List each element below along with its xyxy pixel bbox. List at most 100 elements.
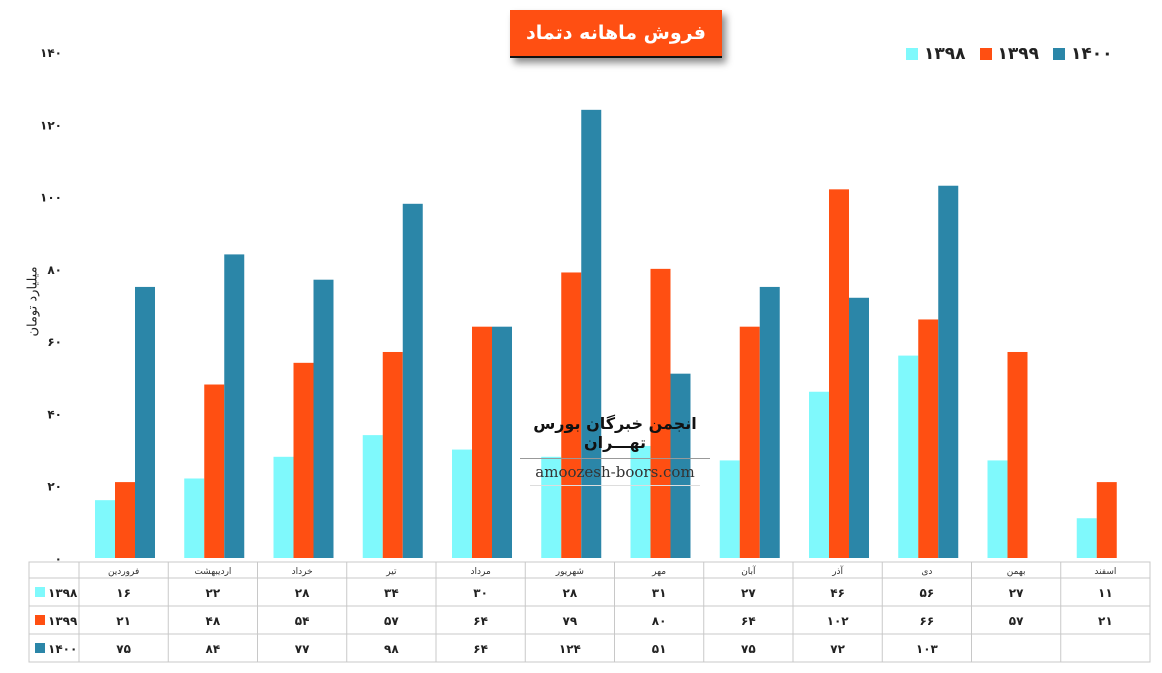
table-cell-value: ۲۲	[206, 586, 221, 600]
bar-۱۳۹۸-0	[95, 500, 115, 558]
bar-۱۳۹۸-3	[362, 435, 383, 558]
category-label: شهریور	[555, 567, 584, 577]
watermark-title: انجمن خبرگان بورس تهـــران	[533, 414, 697, 452]
table-swatch-۱۴۰۰	[35, 643, 45, 653]
table-cell-value: ۳۱	[652, 586, 667, 600]
y-tick-label: ۱۰۰	[40, 191, 62, 205]
category-label: مهر	[651, 567, 666, 577]
legend-label-1398: ۱۳۹۸	[924, 44, 966, 64]
category-label: بهمن	[1007, 567, 1026, 577]
legend-swatch-1400	[1053, 48, 1066, 60]
category-label: آبان	[741, 565, 756, 577]
bar-۱۴۰۰-3	[402, 203, 423, 559]
table-swatch-۱۳۹۹	[35, 615, 45, 625]
y-axis: ۰ ۲۰ ۴۰ ۶۰ ۸۰ ۱۰۰ ۱۲۰ ۱۴۰	[40, 46, 62, 566]
y-tick-label: ۲۰	[47, 480, 62, 494]
table-cell-value: ۲۱	[1098, 614, 1113, 628]
table-cell-value: ۷۹	[563, 614, 578, 628]
bar-۱۳۹۹-11	[1096, 482, 1117, 558]
table-cell-value: ۱۶	[116, 586, 131, 600]
bar-۱۴۰۰-6	[670, 373, 691, 558]
y-tick-label: ۸۰	[47, 263, 62, 277]
category-label: اردیبهشت	[194, 567, 231, 577]
bar-۱۳۹۹-10	[1007, 351, 1028, 558]
table-cell-value: ۲۷	[741, 586, 756, 600]
y-tick-label: ۶۰	[47, 335, 62, 349]
category-label: تیر	[385, 567, 397, 577]
table-cell-value: ۲۷	[1009, 586, 1024, 600]
bar-۱۴۰۰-9	[938, 185, 959, 558]
table-cell-value: ۲۸	[295, 586, 310, 600]
watermark-url: amoozesh-boors.com	[535, 463, 695, 481]
table-cell-value: ۵۴	[295, 614, 310, 628]
bar-۱۳۹۸-6	[630, 445, 651, 558]
category-label: فروردین	[108, 567, 139, 577]
table-cell-value: ۳۴	[384, 586, 399, 600]
bar-۱۳۹۸-11	[1076, 518, 1097, 558]
legend-item-1398: ۱۳۹۸	[906, 44, 966, 64]
table-cell-value: ۷۵	[741, 642, 756, 656]
table-cell-value: ۱۰۳	[916, 642, 939, 656]
category-label: خرداد	[292, 567, 313, 577]
bar-۱۳۹۹-8	[829, 189, 849, 559]
bar-۱۳۹۹-9	[918, 319, 939, 558]
legend-swatch-1399	[979, 48, 992, 60]
table-cell-value: ۴۸	[206, 614, 221, 628]
bar-۱۴۰۰-4	[492, 326, 512, 558]
bar-۱۳۹۹-2	[293, 362, 314, 558]
bar-۱۴۰۰-5	[581, 109, 602, 558]
watermark-underline	[530, 485, 700, 486]
legend-item-1399: ۱۳۹۹	[979, 44, 1040, 64]
table-cell-value: ۶۴	[473, 614, 488, 628]
bar-۱۴۰۰-2	[313, 279, 334, 558]
table-series-name: ۱۳۹۹	[48, 614, 78, 628]
bar-۱۳۹۹-0	[115, 482, 135, 558]
legend-swatch-1398	[906, 48, 918, 60]
table-series-name: ۱۴۰۰	[48, 642, 77, 656]
category-label: مرداد	[470, 567, 490, 577]
table-cell-value: ۷۵	[116, 642, 131, 656]
watermark-divider	[520, 458, 710, 459]
bar-۱۳۹۸-4	[452, 449, 472, 558]
table-cell-value: ۵۷	[1009, 614, 1024, 628]
table-cell-value: ۳۰	[473, 586, 488, 600]
chart-title: فروش ماهانه دتماد	[526, 22, 706, 44]
bar-۱۳۹۸-7	[719, 460, 740, 558]
table-cell-value: ۱۲۴	[559, 642, 581, 656]
bar-۱۳۹۸-5	[541, 456, 562, 558]
bar-۱۳۹۸-10	[987, 460, 1008, 558]
bar-۱۳۹۹-4	[472, 326, 492, 558]
table-cell-value: ۴۶	[830, 586, 845, 600]
bar-۱۳۹۸-2	[273, 456, 294, 558]
category-label: آذر	[831, 565, 843, 577]
table-cell-value: ۷۷	[295, 642, 310, 656]
bar-۱۳۹۹-1	[204, 384, 225, 558]
data-table: فروردین اردیبهشت خرداد تیر مرداد شهریور مهر آبا…	[28, 561, 1151, 663]
table-cell-value: ۵۷	[384, 614, 399, 628]
category-label: اسفند	[1094, 567, 1116, 577]
table-cell-value: ۶۶	[920, 614, 935, 628]
table-cell-value: ۶۴	[741, 614, 756, 628]
bar-۱۳۹۹-3	[382, 351, 403, 558]
bars	[95, 109, 1117, 559]
y-tick-label: ۱۲۰	[40, 118, 62, 132]
bar-۱۴۰۰-7	[759, 286, 780, 558]
table-cell-value: ۸۰	[652, 614, 667, 628]
table-cell-value: ۱۱	[1098, 586, 1113, 600]
bar-۱۴۰۰-8	[849, 297, 869, 558]
legend: ۱۳۹۸ ۱۳۹۹ ۱۴۰۰	[906, 44, 1113, 64]
watermark: انجمن خبرگان بورس تهـــران amoozesh-boor…	[520, 414, 710, 486]
table-border	[28, 561, 1151, 663]
table-cell-value: ۶۴	[473, 642, 488, 656]
bar-۱۳۹۸-8	[809, 391, 829, 558]
table-cell-value: ۸۴	[206, 642, 221, 656]
y-axis-label: میلیارد تومان	[25, 266, 41, 337]
bar-۱۳۹۹-5	[561, 272, 582, 558]
y-tick-label: ۴۰	[47, 407, 62, 421]
legend-label-1399: ۱۳۹۹	[997, 44, 1040, 64]
legend-item-1400: ۱۴۰۰	[1053, 44, 1113, 64]
table-series-name: ۱۳۹۸	[48, 586, 78, 600]
category-label: دی	[921, 567, 932, 577]
bar-۱۳۹۸-1	[184, 478, 205, 558]
